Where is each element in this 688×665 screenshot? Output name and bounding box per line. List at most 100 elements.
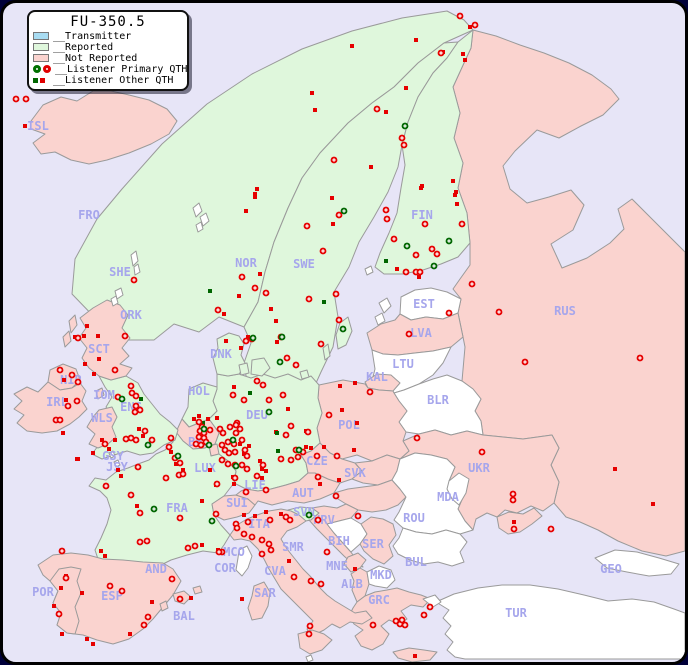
listener-other-marker[interactable] <box>253 192 257 196</box>
listener-other-marker[interactable] <box>304 445 308 449</box>
listener-primary-marker[interactable] <box>136 538 144 546</box>
listener-primary-marker[interactable] <box>197 441 205 449</box>
listener-other-marker[interactable] <box>453 193 457 197</box>
listener-primary-marker[interactable] <box>224 460 232 468</box>
listener-other-marker[interactable] <box>260 476 264 480</box>
listener-other-marker[interactable] <box>340 408 344 412</box>
listener-other-marker[interactable] <box>419 186 423 190</box>
listener-primary-marker[interactable] <box>382 206 390 214</box>
listener-primary-marker[interactable] <box>287 456 295 464</box>
listener-primary-marker[interactable] <box>547 525 555 533</box>
listener-primary-marker[interactable] <box>179 470 187 478</box>
listener-primary-marker[interactable] <box>430 262 438 270</box>
listener-primary-marker[interactable] <box>478 448 486 456</box>
listener-primary-marker[interactable] <box>214 306 222 314</box>
listener-other-marker[interactable] <box>384 259 388 263</box>
listener-primary-marker[interactable] <box>314 516 322 524</box>
listener-primary-marker[interactable] <box>141 427 149 435</box>
listener-primary-marker[interactable] <box>238 436 246 444</box>
listener-other-marker[interactable] <box>337 478 341 482</box>
listener-primary-marker[interactable] <box>132 436 140 444</box>
listener-other-marker[interactable] <box>100 438 104 442</box>
listener-other-marker[interactable] <box>208 289 212 293</box>
listener-primary-marker[interactable] <box>191 542 199 550</box>
listener-other-marker[interactable] <box>91 642 95 646</box>
listener-primary-marker[interactable] <box>101 440 109 448</box>
listener-other-marker[interactable] <box>355 421 359 425</box>
listener-primary-marker[interactable] <box>58 547 66 555</box>
listener-primary-marker[interactable] <box>458 220 466 228</box>
listener-other-marker[interactable] <box>248 391 252 395</box>
listener-primary-marker[interactable] <box>332 290 340 298</box>
listener-primary-marker[interactable] <box>258 550 266 558</box>
listener-other-marker[interactable] <box>113 438 117 442</box>
listener-primary-marker[interactable] <box>294 453 302 461</box>
listener-primary-marker[interactable] <box>304 428 312 436</box>
listener-other-marker[interactable] <box>247 444 251 448</box>
listener-primary-marker[interactable] <box>134 463 142 471</box>
listener-other-marker[interactable] <box>150 600 154 604</box>
listener-other-marker[interactable] <box>23 124 27 128</box>
listener-primary-marker[interactable] <box>262 486 270 494</box>
listener-primary-marker[interactable] <box>428 245 436 253</box>
listener-primary-marker[interactable] <box>510 525 518 533</box>
listener-other-marker[interactable] <box>215 416 219 420</box>
listener-primary-marker[interactable] <box>366 388 374 396</box>
listener-primary-marker[interactable] <box>276 358 284 366</box>
listener-other-marker[interactable] <box>330 196 334 200</box>
listener-primary-marker[interactable] <box>282 431 290 439</box>
listener-primary-marker[interactable] <box>167 434 175 442</box>
listener-primary-marker[interactable] <box>398 616 406 624</box>
listener-primary-marker[interactable] <box>290 573 298 581</box>
listener-primary-marker[interactable] <box>253 377 261 385</box>
listener-primary-marker[interactable] <box>306 622 314 630</box>
listener-primary-marker[interactable] <box>111 366 119 374</box>
listener-other-marker[interactable] <box>274 319 278 323</box>
listener-primary-marker[interactable] <box>243 465 251 473</box>
listener-other-marker[interactable] <box>264 510 268 514</box>
listener-other-marker[interactable] <box>322 445 326 449</box>
listener-other-marker[interactable] <box>197 414 201 418</box>
listener-primary-marker[interactable] <box>232 421 240 429</box>
listener-other-marker[interactable] <box>83 362 87 366</box>
listener-other-marker[interactable] <box>96 334 100 338</box>
listener-primary-marker[interactable] <box>106 582 114 590</box>
listener-primary-marker[interactable] <box>231 474 239 482</box>
listener-primary-marker[interactable] <box>401 122 409 130</box>
listener-other-marker[interactable] <box>287 559 291 563</box>
listener-primary-marker[interactable] <box>468 280 476 288</box>
listener-primary-marker[interactable] <box>143 537 151 545</box>
listener-primary-marker[interactable] <box>131 408 139 416</box>
listener-other-marker[interactable] <box>244 209 248 213</box>
listener-other-marker[interactable] <box>404 86 408 90</box>
listener-primary-marker[interactable] <box>521 358 529 366</box>
listener-other-marker[interactable] <box>286 407 290 411</box>
listener-other-marker[interactable] <box>97 357 101 361</box>
listener-other-marker[interactable] <box>75 457 79 461</box>
listener-primary-marker[interactable] <box>354 512 362 520</box>
listener-other-marker[interactable] <box>60 632 64 636</box>
listener-other-marker[interactable] <box>275 340 279 344</box>
listener-primary-marker[interactable] <box>314 473 322 481</box>
listener-primary-marker[interactable] <box>195 418 203 426</box>
listener-other-marker[interactable] <box>85 324 89 328</box>
listener-primary-marker[interactable] <box>401 621 409 629</box>
listener-primary-marker[interactable] <box>340 207 348 215</box>
listener-primary-marker[interactable] <box>213 480 221 488</box>
listener-primary-marker[interactable] <box>238 461 246 469</box>
listener-primary-marker[interactable] <box>249 334 257 342</box>
listener-primary-marker[interactable] <box>258 536 266 544</box>
listener-primary-marker[interactable] <box>305 295 313 303</box>
listener-primary-marker[interactable] <box>12 95 20 103</box>
listener-other-marker[interactable] <box>135 504 139 508</box>
listener-other-marker[interactable] <box>331 222 335 226</box>
listener-primary-marker[interactable] <box>248 533 256 541</box>
listener-other-marker[interactable] <box>651 502 655 506</box>
listener-primary-marker[interactable] <box>200 425 208 433</box>
listener-other-marker[interactable] <box>208 468 212 472</box>
listener-primary-marker[interactable] <box>165 443 173 451</box>
listener-primary-marker[interactable] <box>426 603 434 611</box>
listener-primary-marker[interactable] <box>400 141 408 149</box>
listener-primary-marker[interactable] <box>218 441 226 449</box>
listener-primary-marker[interactable] <box>229 391 237 399</box>
